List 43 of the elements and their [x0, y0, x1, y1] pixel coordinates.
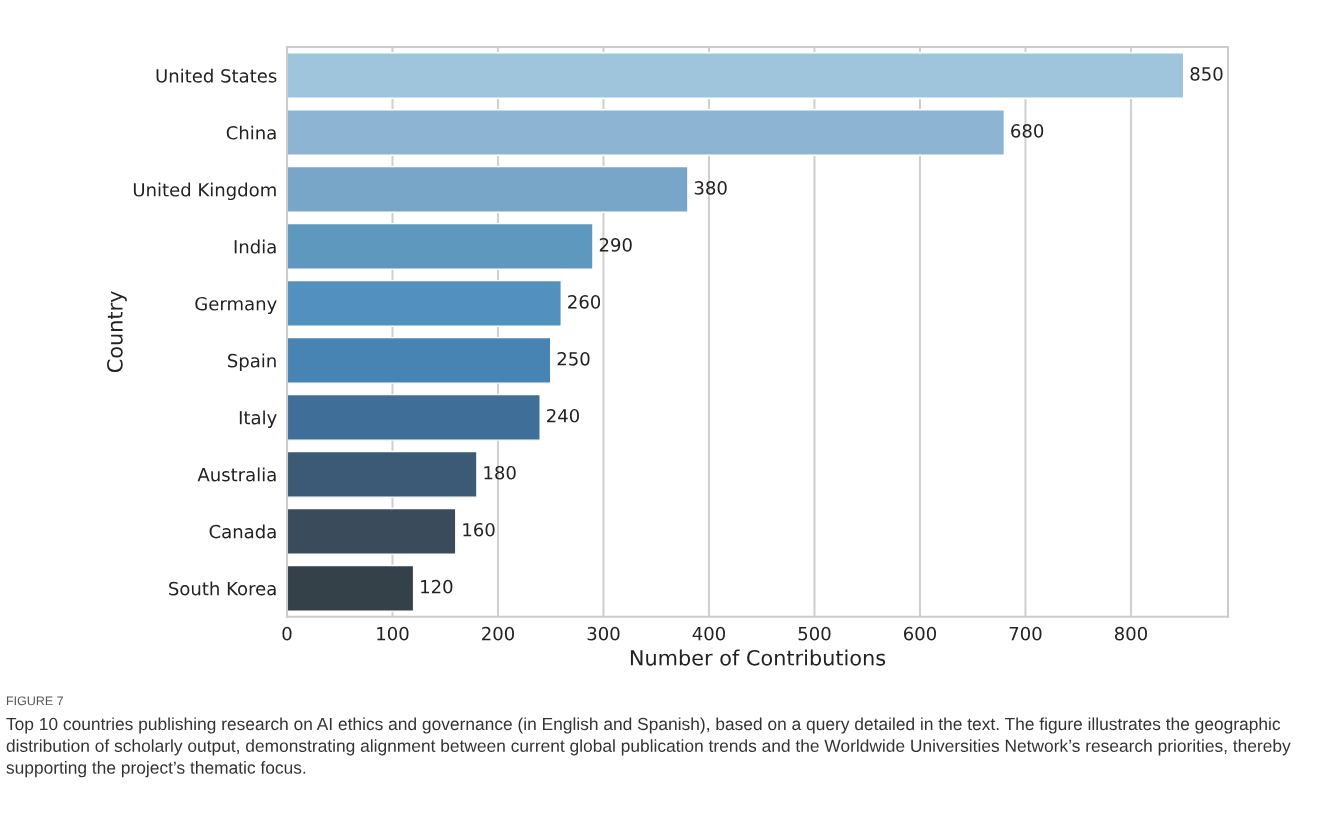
- bar: [286, 109, 1006, 156]
- x-tick-label: 0: [282, 626, 292, 641]
- y-tick-label: India: [234, 239, 276, 254]
- x-axis-title: Number of Contributions: [630, 649, 886, 666]
- y-tick-label: Canada: [209, 524, 276, 539]
- data-label: 240: [547, 408, 579, 423]
- x-tick-label: 700: [1009, 626, 1042, 641]
- y-tick-label: South Korea: [169, 581, 276, 596]
- x-tick-label: 400: [692, 626, 726, 641]
- data-label: 380: [694, 181, 727, 195]
- bar: [286, 279, 562, 327]
- y-tick-label: Italy: [239, 410, 277, 428]
- x-tick-label: 300: [587, 626, 620, 641]
- bar: [286, 564, 415, 612]
- y-tick-label: United States: [156, 68, 277, 83]
- data-label: 180: [484, 465, 516, 480]
- x-tick-label: 500: [798, 626, 831, 641]
- bar: [286, 507, 457, 555]
- y-tick-label: Australia: [197, 467, 276, 482]
- data-label: 260: [568, 295, 601, 309]
- caption: FIGURE 7: [6, 696, 63, 706]
- y-tick-label: China: [226, 125, 276, 140]
- x-tick-label: 200: [482, 626, 515, 641]
- text: Top 10 countries publishing research on AI ethics and governance (in English and Spanish), based on a query detailed in the text. The figure illustrates the geographic distribution of scholarly output, demonstrating alignment between current global publication trends and the Worldwide Universities Network’s research priorities, thereby supporting the project’s thematic focus.: [6, 717, 1291, 778]
- data-label: 250: [557, 351, 590, 366]
- bar: [286, 336, 552, 384]
- bar: [286, 393, 541, 441]
- data-label: 120: [421, 579, 453, 594]
- y-tick-label: Germany: [195, 296, 277, 315]
- bar: [286, 52, 1185, 100]
- bar: [286, 165, 689, 213]
- bar: [286, 222, 594, 270]
- data-label: 160: [463, 522, 495, 537]
- x-tick-label: 800: [1114, 626, 1147, 641]
- data-label: 680: [1011, 124, 1044, 138]
- bar: [286, 450, 478, 498]
- y-tick-label: Spain: [228, 353, 276, 372]
- x-tick-label: 100: [377, 626, 409, 641]
- data-label: 290: [599, 238, 632, 252]
- y-tick-label: United Kingdom: [133, 182, 276, 201]
- y-axis-title: Country: [107, 291, 127, 373]
- x-tick-label: 600: [903, 626, 936, 641]
- data-label: 850: [1190, 67, 1223, 81]
